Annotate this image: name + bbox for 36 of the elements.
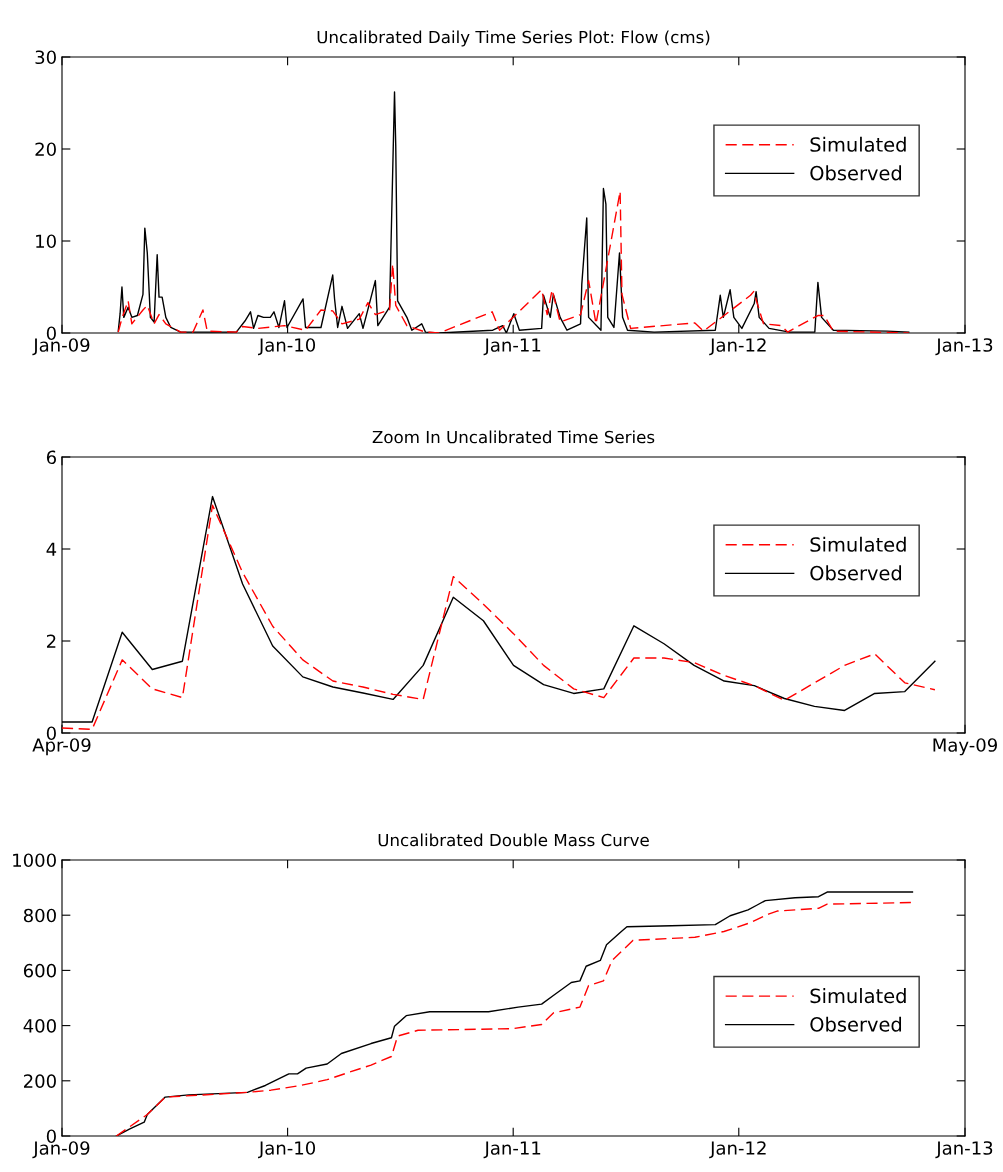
y-tick-label: 4 bbox=[46, 542, 57, 556]
y-tick-label: 10 bbox=[36, 234, 56, 249]
x-tick-label: Jan-12 bbox=[709, 1141, 766, 1159]
x-tick-label: May-09 bbox=[933, 738, 997, 756]
y-tick-label: 600 bbox=[23, 963, 56, 978]
x-tick-label: Jan-11 bbox=[483, 338, 541, 356]
y-tick-label: 6 bbox=[46, 450, 56, 465]
y-tick-label: 0 bbox=[46, 726, 56, 741]
legend-label: Simulated bbox=[810, 988, 906, 1004]
x-tick-label: Jan-09 bbox=[32, 1141, 90, 1159]
x-tick-label: Jan-09 bbox=[32, 338, 90, 356]
legend-label: Observed bbox=[810, 165, 902, 181]
y-tick-label: 0 bbox=[46, 326, 56, 341]
legend-label: Simulated bbox=[810, 136, 906, 152]
chart-title: Zoom In Uncalibrated Time Series bbox=[372, 430, 655, 444]
y-tick-label: 800 bbox=[23, 908, 56, 923]
x-tick-label: Jan-10 bbox=[258, 1141, 316, 1159]
y-tick-label: 30 bbox=[35, 50, 56, 65]
y-tick-label: 2 bbox=[46, 634, 56, 648]
y-tick-label: 20 bbox=[35, 142, 56, 157]
line-series bbox=[117, 190, 910, 333]
legend-label: Observed bbox=[810, 1016, 902, 1032]
x-tick-label: Jan-13 bbox=[935, 1141, 993, 1159]
y-tick-label: 200 bbox=[24, 1074, 56, 1088]
chart-title: Uncalibrated Double Mass Curve bbox=[378, 833, 649, 847]
chart-title: Uncalibrated Daily Time Series Plot: Flow (cms) bbox=[317, 30, 710, 47]
y-tick-label: 1000 bbox=[13, 853, 56, 868]
y-tick-label: 400 bbox=[23, 1019, 56, 1033]
x-tick-label: Jan-12 bbox=[709, 338, 766, 356]
legend-label: Simulated bbox=[810, 536, 906, 552]
y-tick-label: 0 bbox=[46, 1129, 56, 1144]
x-tick-label: Jan-13 bbox=[935, 338, 993, 356]
x-tick-label: Jan-11 bbox=[483, 1141, 541, 1159]
legend-label: Observed bbox=[810, 565, 902, 581]
x-tick-label: Jan-10 bbox=[258, 338, 316, 356]
x-tick-label: Apr-09 bbox=[32, 738, 91, 756]
